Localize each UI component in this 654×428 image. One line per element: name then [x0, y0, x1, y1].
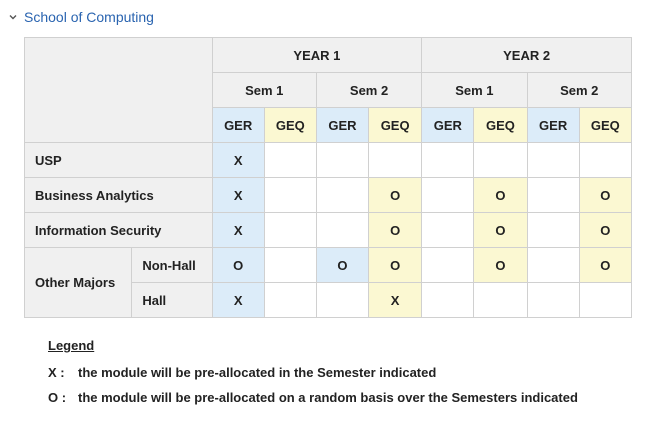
table-cell: [263, 142, 317, 178]
table-cell: X: [211, 177, 265, 213]
table-cell: [315, 177, 370, 213]
table-row: USP X: [24, 142, 633, 178]
row-label: Non-Hall: [131, 247, 213, 283]
table-cell: [315, 142, 370, 178]
allocation-table: YEAR 1 YEAR 2 Sem 1 Sem 2 Sem 1 Sem 2 GE…: [23, 37, 633, 318]
chevron-down-icon: [6, 10, 20, 24]
table-cell: X: [368, 282, 423, 318]
table-row: Information Security X O O O: [24, 212, 633, 248]
table-cell: O: [578, 247, 633, 283]
ger-header: GER: [211, 107, 265, 143]
table-cell: [368, 142, 423, 178]
row-label: USP: [24, 142, 213, 178]
semester-header: Sem 1: [421, 72, 528, 108]
legend-text: the module will be pre-allocated in the …: [78, 365, 437, 380]
table-cell: [263, 282, 317, 318]
table-cell: [578, 142, 633, 178]
table-cell: O: [211, 247, 265, 283]
semester-header: Sem 2: [315, 72, 423, 108]
table-cell: [315, 282, 370, 318]
table-corner: [24, 37, 213, 143]
table-cell: O: [578, 177, 633, 213]
table-cell: O: [315, 247, 370, 283]
legend-symbol: O :: [48, 390, 67, 405]
section-title[interactable]: School of Computing: [24, 9, 154, 25]
legend-symbol: X :: [48, 365, 65, 380]
table-cell: [421, 142, 475, 178]
table-cell: [526, 282, 580, 318]
table-cell: O: [473, 247, 528, 283]
table-cell: [578, 282, 633, 318]
table-row: Other Majors Non-Hall O O O O O: [23, 247, 633, 318]
row-label: Business Analytics: [24, 177, 213, 213]
ger-header: GER: [421, 107, 475, 143]
table-cell: O: [368, 212, 423, 248]
table-cell: O: [473, 212, 528, 248]
table-cell: O: [473, 177, 528, 213]
table-cell: [421, 177, 475, 213]
table-cell: [263, 247, 317, 283]
table-cell: [526, 142, 580, 178]
geq-header: GEQ: [578, 107, 633, 143]
table-cell: X: [211, 142, 265, 178]
row-label: Hall: [131, 282, 213, 318]
table-row: Hall X X: [25, 282, 633, 318]
row-group-label: Other Majors: [23, 247, 133, 318]
legend-text: the module will be pre-allocated on a ra…: [78, 390, 578, 405]
table-cell: [526, 177, 580, 213]
table-cell: X: [211, 212, 265, 248]
year-header: YEAR 2: [421, 37, 632, 73]
table-cell: O: [368, 177, 423, 213]
table-row: Business Analytics X O O O: [24, 177, 633, 213]
geq-header: GEQ: [263, 107, 317, 143]
semester-header: Sem 2: [526, 72, 633, 108]
legend-title: Legend: [48, 338, 95, 353]
table-cell: [421, 282, 475, 318]
table-cell: [526, 247, 580, 283]
table-cell: [263, 177, 317, 213]
table-cell: [473, 142, 528, 178]
semester-header: Sem 1: [211, 72, 317, 108]
geq-header: GEQ: [368, 107, 423, 143]
legend-item: O : the module will be pre-allocated on …: [48, 390, 578, 405]
row-label: Information Security: [24, 212, 213, 248]
table-cell: [315, 212, 370, 248]
ger-header: GER: [315, 107, 370, 143]
table-cell: O: [368, 247, 423, 283]
section-toggle[interactable]: School of Computing: [6, 6, 154, 28]
table-cell: [421, 247, 475, 283]
geq-header: GEQ: [473, 107, 528, 143]
table-cell: O: [578, 212, 633, 248]
legend: Legend X : the module will be pre-alloca…: [48, 338, 578, 405]
table-cell: [473, 282, 528, 318]
table-cell: [263, 212, 317, 248]
table-cell: X: [211, 282, 265, 318]
year-header: YEAR 1: [211, 37, 423, 73]
ger-header: GER: [526, 107, 580, 143]
legend-item: X : the module will be pre-allocated in …: [48, 365, 578, 380]
table-cell: [421, 212, 475, 248]
table-cell: [526, 212, 580, 248]
